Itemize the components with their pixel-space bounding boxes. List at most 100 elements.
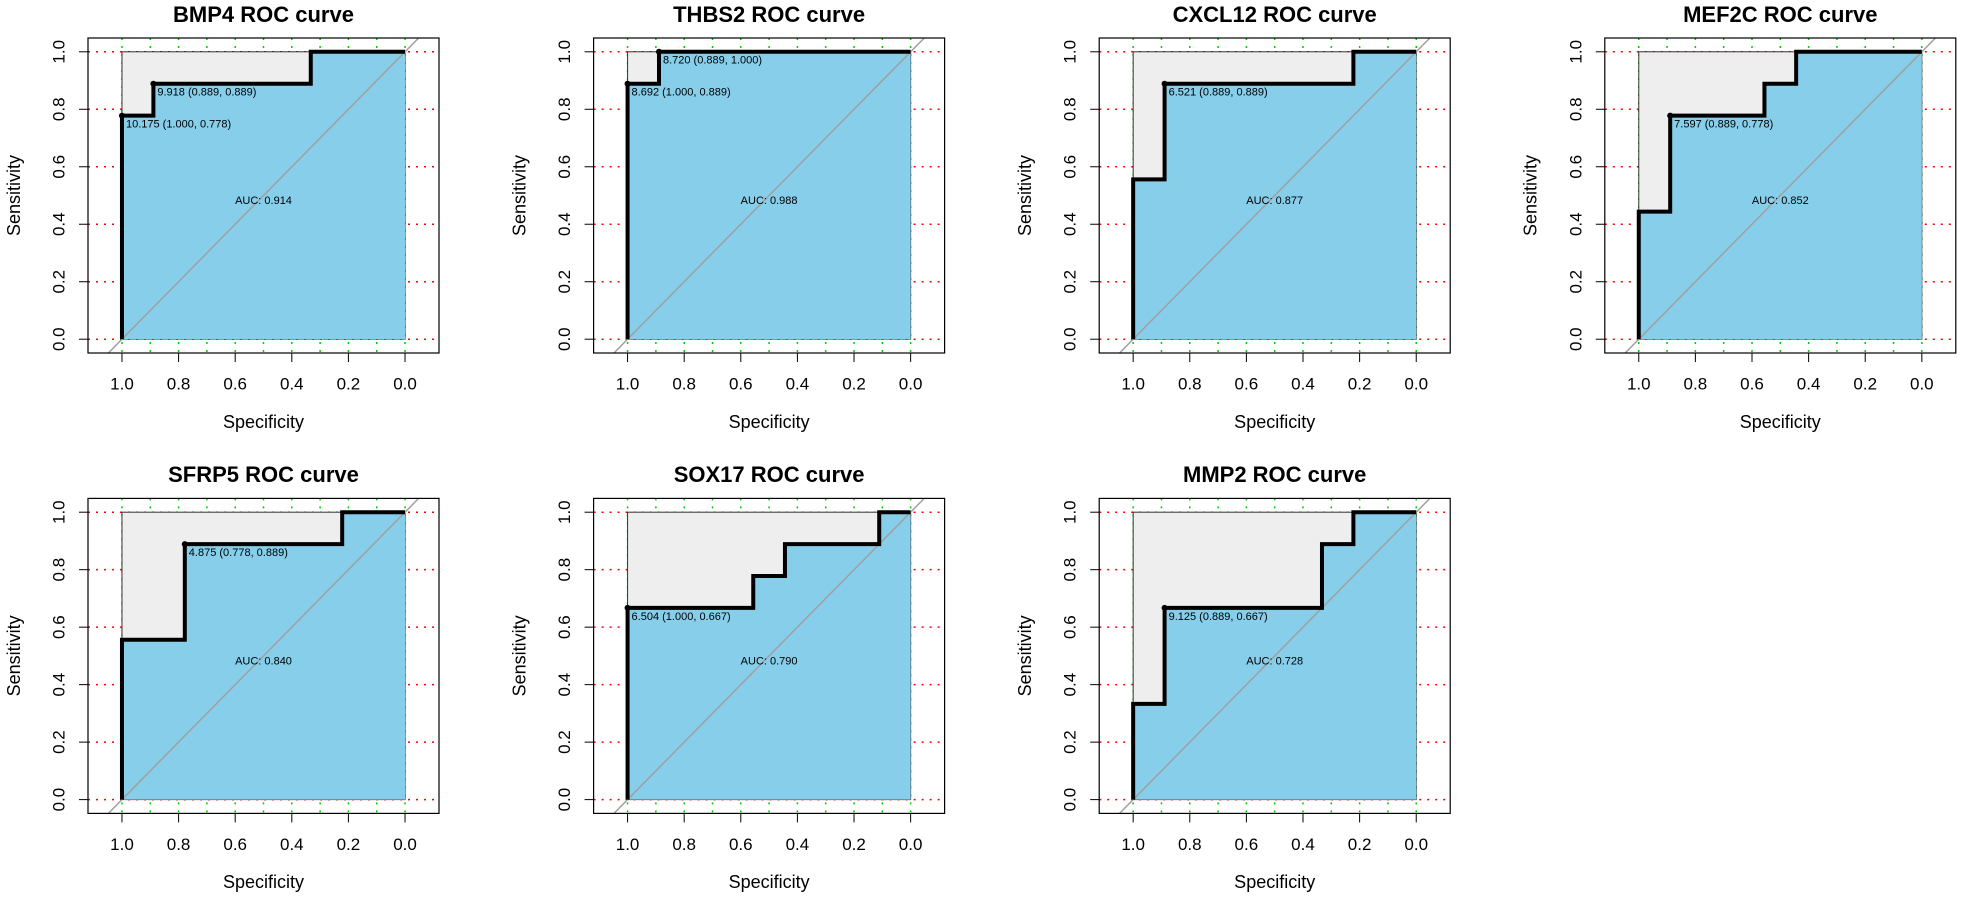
best-point xyxy=(181,541,188,548)
x-tick-label: 0.6 xyxy=(223,835,247,854)
x-tick-label: 0.4 xyxy=(280,835,304,854)
auc-label: AUC: 0.790 xyxy=(741,656,798,668)
chart-title: SFRP5 ROC curve xyxy=(168,462,359,487)
y-tick-label: 1.0 xyxy=(555,40,574,64)
x-tick-label: 0.8 xyxy=(1684,374,1708,393)
x-axis-label: Specificity xyxy=(223,412,304,432)
plot-box xyxy=(1098,37,1451,354)
x-tick-label: 0.6 xyxy=(729,835,753,854)
y-axis-label: Sensitivity xyxy=(1015,155,1035,236)
y-tick-label: 0.8 xyxy=(555,558,574,582)
x-tick-label: 0.8 xyxy=(167,835,191,854)
auc-label: AUC: 0.988 xyxy=(741,195,798,207)
plot-box xyxy=(87,497,440,814)
x-tick-label: 0.6 xyxy=(1235,835,1259,854)
y-tick-label: 0.2 xyxy=(49,730,68,754)
y-tick-label: 1.0 xyxy=(1061,500,1080,524)
y-tick-label: 0.0 xyxy=(555,327,574,351)
y-axis-label: Sensitivity xyxy=(4,615,24,696)
y-tick-label: 0.4 xyxy=(1061,673,1080,697)
x-axis-label: Specificity xyxy=(729,872,810,892)
x-tick-label: 1.0 xyxy=(1627,374,1651,393)
roc-panel: 8.692 (1.000, 0.889) 8.720 (0.889, 1.000)… xyxy=(509,2,946,432)
diagonal xyxy=(107,498,420,814)
plot-box xyxy=(1098,497,1451,814)
chart-title: CXCL12 ROC curve xyxy=(1173,2,1377,27)
auc-label: AUC: 0.728 xyxy=(1246,656,1303,668)
x-tick-label: 0.2 xyxy=(337,835,361,854)
roc-panel: 4.875 (0.778, 0.889) AUC: 0.840 1.0 0.8 0.6 0… xyxy=(4,462,440,892)
x-tick-label: 0.6 xyxy=(1235,374,1259,393)
best-point-label: 8.692 (1.000, 0.889) xyxy=(632,87,731,99)
best-point-label: 8.720 (0.889, 1.000) xyxy=(663,55,762,67)
y-axis-label: Sensitivity xyxy=(1015,615,1035,696)
x-axis-label: Specificity xyxy=(223,872,304,892)
x-tick-label: 1.0 xyxy=(1121,835,1145,854)
x-tick-label: 0.4 xyxy=(786,835,810,854)
y-tick-label: 0.8 xyxy=(555,97,574,121)
plot-box xyxy=(592,497,946,814)
plot-box xyxy=(1604,37,1957,354)
x-tick-label: 0.2 xyxy=(1348,374,1372,393)
x-tick-label: 0.0 xyxy=(1404,835,1428,854)
x-tick-label: 0.6 xyxy=(1740,374,1764,393)
y-tick-label: 0.6 xyxy=(49,615,68,639)
best-point xyxy=(624,604,631,611)
roc-curve xyxy=(625,49,911,340)
roc-panel: 6.521 (0.889, 0.889) AUC: 0.877 1.0 0.8 0.6 0… xyxy=(1015,2,1451,432)
x-tick-label: 0.8 xyxy=(1178,374,1202,393)
x-axis-label: Specificity xyxy=(1234,412,1315,432)
roc-panel: 10.175 (1.000, 0.778) 9.918 (0.889, 0.889… xyxy=(4,2,440,432)
roc-panel: 9.125 (0.889, 0.667) AUC: 0.728 1.0 0.8 0.6 0… xyxy=(1015,462,1451,892)
x-tick-label: 0.4 xyxy=(1291,374,1315,393)
y-tick-label: 0.8 xyxy=(49,558,68,582)
y-tick-label: 0.0 xyxy=(1061,327,1080,351)
x-tick-label: 0.0 xyxy=(1910,374,1934,393)
y-tick-label: 0.8 xyxy=(49,97,68,121)
roc-curve xyxy=(1131,510,1417,800)
x-tick-label: 0.4 xyxy=(1797,374,1821,393)
chart-title: SOX17 ROC curve xyxy=(674,462,865,487)
diagonal xyxy=(1118,38,1431,353)
y-axis-label: Sensitivity xyxy=(509,615,529,696)
x-tick-label: 0.4 xyxy=(280,374,304,393)
x-tick-label: 1.0 xyxy=(1121,374,1145,393)
best-point-label: 9.125 (0.889, 0.667) xyxy=(1169,611,1268,623)
auc-label: AUC: 0.877 xyxy=(1246,195,1303,207)
auc-label: AUC: 0.852 xyxy=(1752,195,1809,207)
x-tick-label: 0.0 xyxy=(393,374,417,393)
y-tick-label: 1.0 xyxy=(555,500,574,524)
x-tick-label: 1.0 xyxy=(616,374,640,393)
plot-box xyxy=(87,37,440,354)
x-tick-label: 0.6 xyxy=(223,374,247,393)
y-tick-label: 1.0 xyxy=(1061,40,1080,64)
y-tick-label: 1.0 xyxy=(49,40,68,64)
best-point xyxy=(150,80,157,87)
chart-title: THBS2 ROC curve xyxy=(673,2,865,27)
diagonal xyxy=(612,498,926,814)
chart-title: MMP2 ROC curve xyxy=(1183,462,1366,487)
x-tick-label: 0.2 xyxy=(1348,835,1372,854)
y-tick-label: 0.4 xyxy=(49,212,68,236)
best-point xyxy=(1161,604,1168,611)
best-point-label: 7.597 (0.889, 0.778) xyxy=(1674,119,1773,131)
y-tick-label: 0.2 xyxy=(555,270,574,294)
y-tick-label: 0.4 xyxy=(1061,212,1080,236)
diagonal xyxy=(1118,498,1431,814)
y-tick-label: 0.6 xyxy=(1061,615,1080,639)
best-point-label: 6.521 (0.889, 0.889) xyxy=(1169,87,1268,99)
y-tick-label: 0.2 xyxy=(49,270,68,294)
y-axis-label: Sensitivity xyxy=(4,155,24,236)
y-tick-label: 0.6 xyxy=(1566,155,1585,179)
x-tick-label: 1.0 xyxy=(616,835,640,854)
auc-label: AUC: 0.840 xyxy=(235,656,292,668)
y-tick-label: 0.2 xyxy=(1061,730,1080,754)
best-point xyxy=(118,112,125,119)
y-tick-label: 0.4 xyxy=(555,673,574,697)
x-tick-label: 1.0 xyxy=(110,374,134,393)
x-tick-label: 0.0 xyxy=(899,374,923,393)
x-tick-label: 0.4 xyxy=(1291,835,1315,854)
y-tick-label: 0.6 xyxy=(1061,155,1080,179)
chart-title: BMP4 ROC curve xyxy=(173,2,354,27)
x-tick-label: 0.2 xyxy=(337,374,361,393)
